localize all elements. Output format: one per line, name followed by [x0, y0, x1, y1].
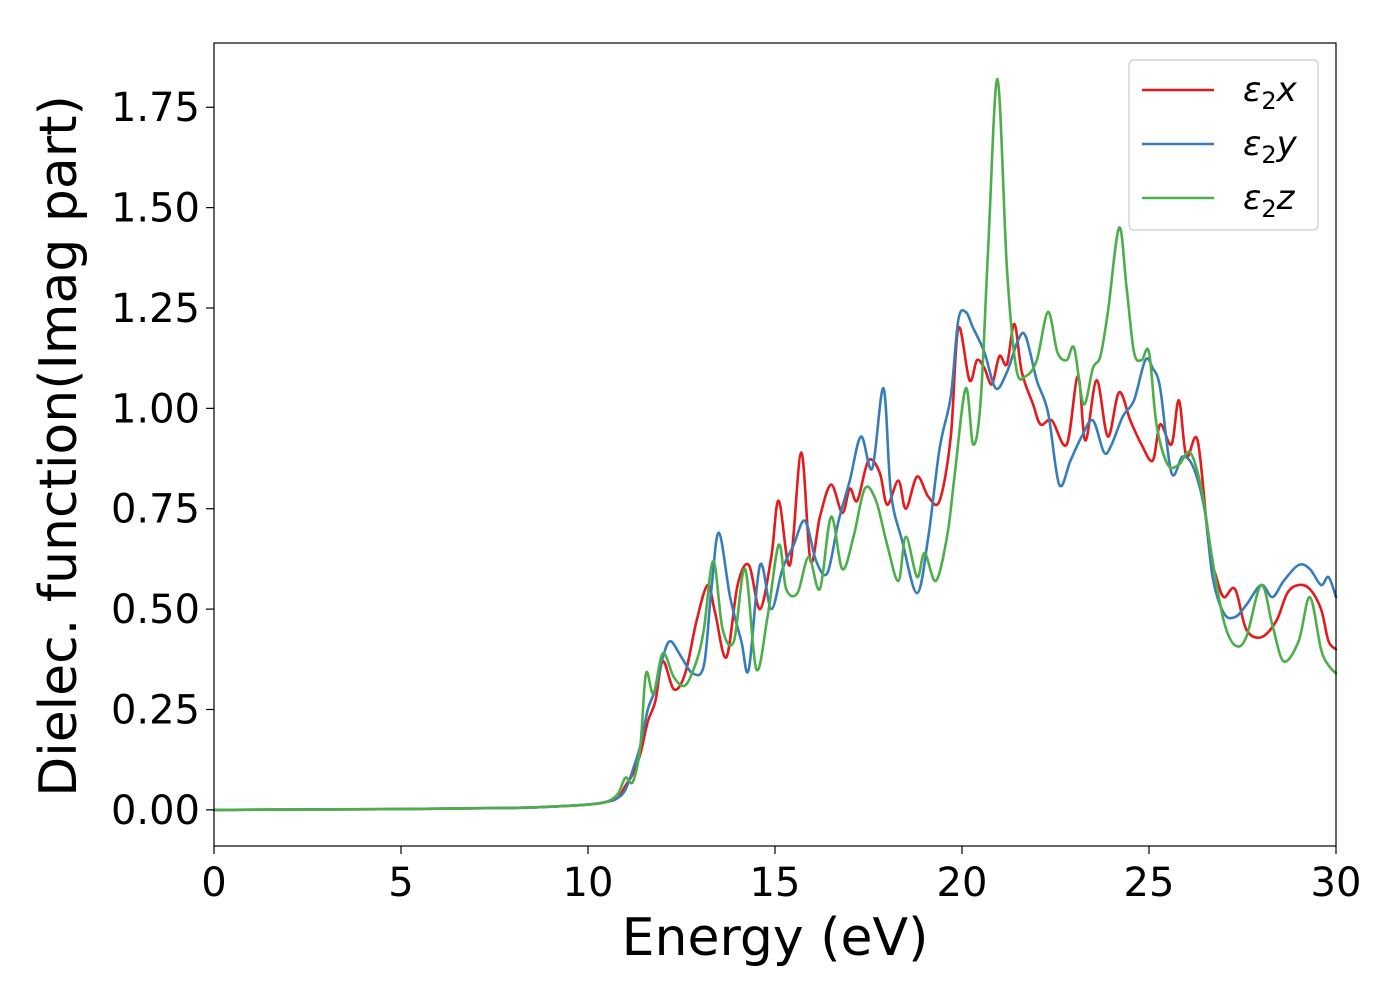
y-tick-label: 0.00: [111, 788, 200, 834]
series-lines: [212, 77, 1338, 812]
legend: ε2x ε2y ε2z: [1128, 59, 1319, 231]
x-tick-label: 30: [1311, 860, 1362, 906]
x-tick-label: 5: [388, 860, 413, 906]
legend-label-x: ε2x: [1243, 70, 1298, 115]
x-tick-label: 10: [563, 860, 614, 906]
series-line-z: [212, 77, 1338, 812]
y-axis: 0.00 0.25 0.50 0.75 1.00 1.25 1.50 1.75: [111, 85, 214, 834]
x-tick-label: 15: [750, 860, 801, 906]
legend-label-z: ε2z: [1243, 178, 1296, 223]
legend-label-y: ε2y: [1243, 124, 1298, 169]
y-tick-label: 0.75: [111, 487, 200, 533]
y-tick-label: 0.25: [111, 687, 200, 733]
x-tick-label: 20: [937, 860, 988, 906]
y-tick-label: 1.00: [111, 386, 200, 432]
y-tick-label: 1.75: [111, 85, 200, 131]
y-tick-label: 0.50: [111, 587, 200, 633]
x-axis-title: Energy (eV): [622, 908, 929, 968]
y-axis-title: Dielec. function(Imag part): [29, 95, 89, 797]
x-axis: 0 5 10 15 20 25 30: [201, 846, 1361, 906]
x-tick-label: 0: [201, 860, 226, 906]
y-tick-label: 1.50: [111, 186, 200, 232]
x-tick-label: 25: [1124, 860, 1175, 906]
series-line-x: [212, 322, 1338, 812]
legend-box: [1128, 59, 1319, 231]
y-tick-label: 1.25: [111, 286, 200, 332]
